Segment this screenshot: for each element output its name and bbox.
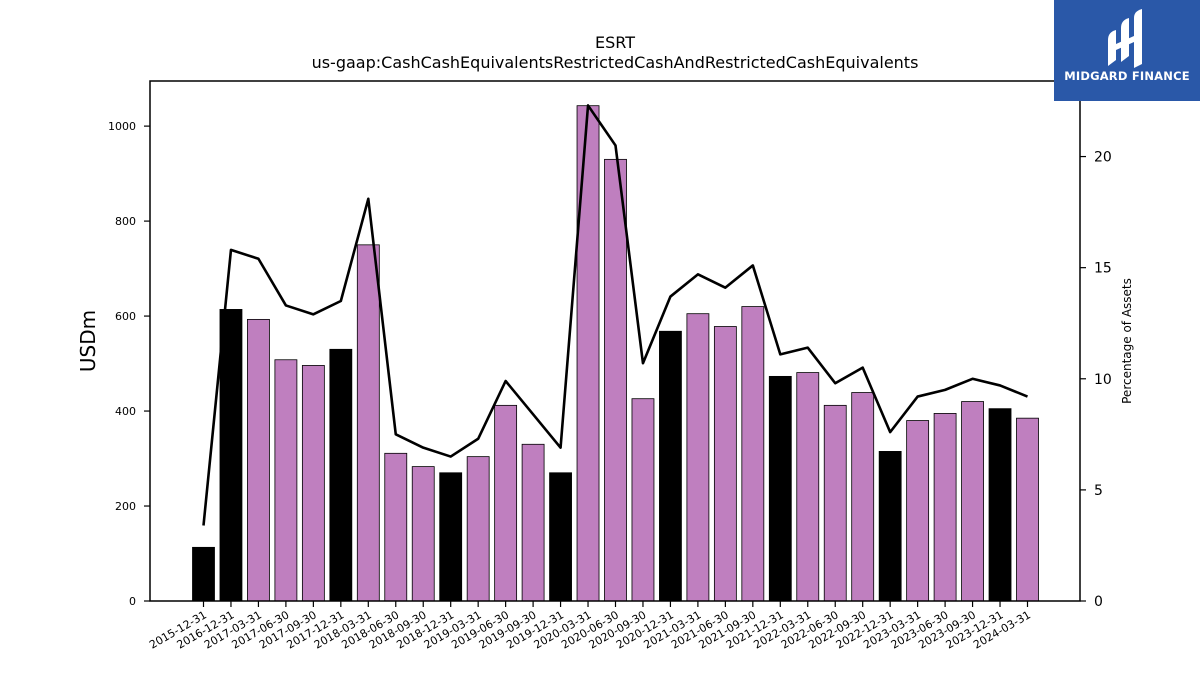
y2-tick-label: 20 bbox=[1094, 150, 1112, 166]
bar-2019-09-30 bbox=[521, 443, 545, 602]
y-axis-label: USDm bbox=[76, 310, 100, 372]
chart-subtitle: us-gaap:CashCashEquivalentsRestrictedCas… bbox=[312, 53, 919, 72]
y-tick-label: 200 bbox=[115, 500, 136, 513]
bar-2023-09-30 bbox=[961, 401, 984, 602]
bar-series bbox=[192, 105, 1039, 602]
y-tick-label: 1000 bbox=[108, 120, 136, 133]
bar-2022-12-31 bbox=[878, 451, 902, 602]
bar-2018-09-30 bbox=[411, 466, 435, 602]
y2-tick-label: 15 bbox=[1094, 261, 1112, 277]
y-tick-label: 400 bbox=[115, 405, 136, 418]
bar-2017-03-31 bbox=[247, 318, 270, 602]
y2-tick-label: 0 bbox=[1094, 594, 1103, 610]
bar-2022-06-30 bbox=[823, 404, 847, 602]
bar-2018-03-31 bbox=[356, 244, 380, 602]
bar-2021-06-30 bbox=[713, 326, 737, 602]
bar-2023-12-31 bbox=[988, 408, 1012, 602]
bar-2024-03-31 bbox=[1016, 417, 1039, 602]
percentage-line bbox=[202, 104, 1028, 526]
bar-2019-03-31 bbox=[466, 456, 490, 602]
bar-2016-12-31 bbox=[219, 309, 243, 602]
bar-2021-03-31 bbox=[686, 313, 710, 602]
bar-2018-06-30 bbox=[384, 452, 408, 602]
bar-2019-12-31 bbox=[549, 472, 572, 602]
bar-2015-12-31 bbox=[192, 546, 215, 602]
bar-2021-12-31 bbox=[768, 375, 792, 602]
bar-2017-09-30 bbox=[301, 365, 325, 602]
y-axis-right: 0 5 10 15 20 bbox=[1080, 150, 1112, 610]
y-tick-label: 600 bbox=[115, 310, 136, 323]
bar-2022-09-30 bbox=[851, 392, 875, 602]
line-series bbox=[202, 104, 1028, 526]
y2-tick-label: 5 bbox=[1094, 483, 1103, 499]
bar-2017-12-31 bbox=[329, 348, 353, 602]
bar-2018-12-31 bbox=[439, 472, 463, 602]
bar-2023-06-30 bbox=[933, 413, 957, 602]
bar-2020-12-31 bbox=[659, 330, 682, 602]
brand-logo: MIDGARD FINANCE bbox=[1054, 0, 1200, 101]
bar-2020-03-31 bbox=[576, 105, 600, 602]
y-tick-label: 0 bbox=[129, 595, 136, 608]
midgard-logo-icon bbox=[1108, 9, 1142, 68]
bar-2022-03-31 bbox=[796, 372, 820, 602]
bar-2017-06-30 bbox=[274, 359, 298, 602]
bar-2020-09-30 bbox=[631, 398, 655, 602]
bar-2019-06-30 bbox=[494, 404, 518, 602]
y-tick-label: 800 bbox=[115, 215, 136, 228]
bar-2020-06-30 bbox=[604, 158, 627, 602]
brand-name: MIDGARD FINANCE bbox=[1064, 69, 1190, 83]
y2-tick-label: 10 bbox=[1094, 372, 1112, 388]
x-axis: 2015-12-312016-12-312017-03-312017-06-30… bbox=[147, 601, 1033, 652]
y-axis-left: 0 200 400 600 800 1000 bbox=[108, 120, 150, 608]
y2-axis-label: Percentage of Assets bbox=[1120, 278, 1134, 404]
bar-2023-03-31 bbox=[906, 420, 930, 602]
bar-2021-09-30 bbox=[741, 306, 765, 602]
chart-title: ESRT bbox=[595, 33, 635, 52]
